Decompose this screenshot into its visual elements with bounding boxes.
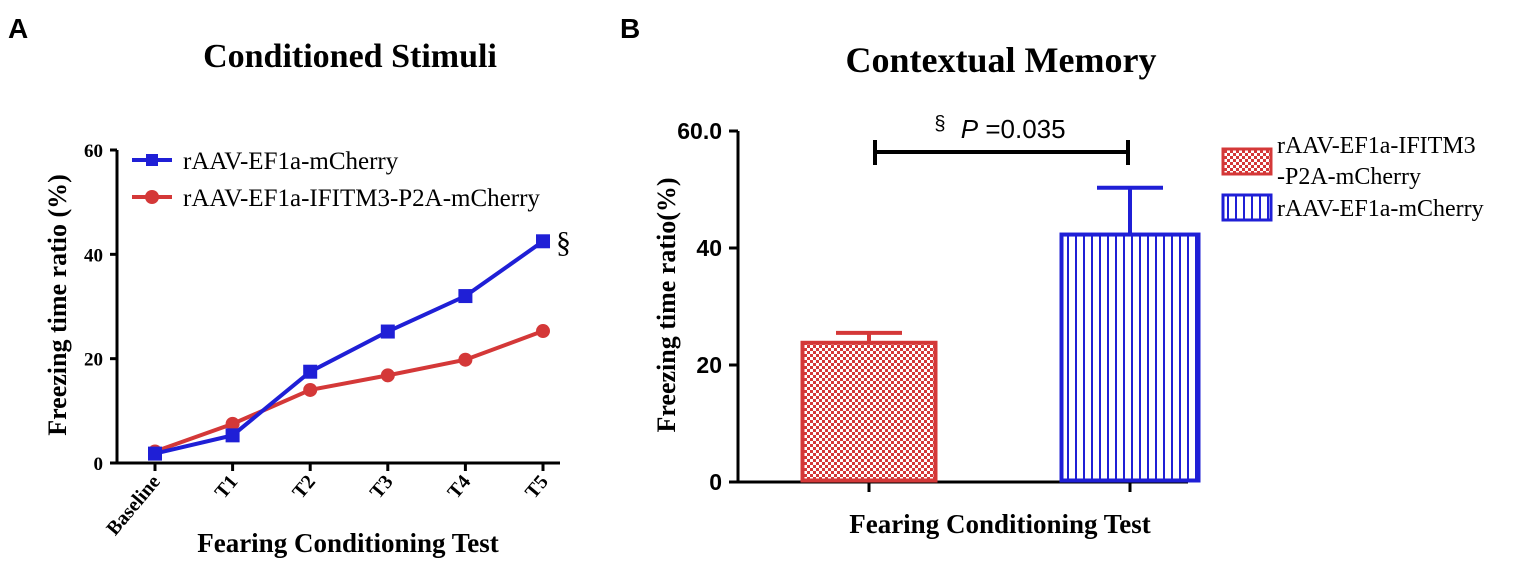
- significance-value: =0.035: [985, 114, 1065, 144]
- chart-a-x-label: Fearing Conditioning Test: [197, 528, 499, 558]
- legend-marker-circle: [145, 190, 159, 204]
- chart-a-x-tick-label: T2: [288, 471, 320, 503]
- legend-label-red: rAAV-EF1a-IFITM3-P2A-mCherry: [183, 185, 540, 212]
- legend-swatch-stripes: [1221, 193, 1273, 222]
- chart-b-y-tick-label: 20: [696, 352, 722, 378]
- chart-b-y-tick-label: 0: [709, 469, 722, 495]
- chart-b-y-label: Freezing time ratio(%): [652, 177, 681, 432]
- panel-a: A Conditioned Stimuli 0 20 40 60 Baseline T1…: [8, 13, 571, 558]
- data-point-red: [536, 324, 550, 339]
- panel-b-label: B: [620, 13, 640, 44]
- data-point-blue: [303, 364, 318, 379]
- data-point-blue: [380, 324, 395, 339]
- significance-p: P: [961, 114, 979, 144]
- chart-a-x-tick-label: T5: [521, 471, 553, 503]
- data-point-blue: [225, 428, 240, 443]
- data-point-red: [303, 382, 318, 397]
- chart-a-x-tick-label: T3: [366, 471, 398, 503]
- chart-a-x-tick-label: T1: [211, 471, 243, 503]
- chart-a-y-tick-label: 0: [94, 454, 104, 475]
- data-point-red: [458, 352, 473, 367]
- chart-b-y-tick-label: 60.0: [677, 118, 722, 144]
- legend-item-blue: rAAV-EF1a-mCherry: [132, 148, 399, 175]
- legend-item-stripes: rAAV-EF1a-mCherry: [1221, 193, 1484, 222]
- legend-marker-square: [146, 154, 158, 166]
- data-point-blue: [536, 234, 550, 249]
- chart-a-y-tick-label: 60: [84, 141, 103, 162]
- data-point-red: [380, 368, 395, 383]
- chart-a-y-tick-label: 40: [84, 245, 103, 266]
- data-point-blue: [148, 446, 162, 461]
- legend-label-blue: rAAV-EF1a-mCherry: [183, 148, 399, 175]
- chart-a-x-tick-label: T4: [443, 471, 475, 503]
- legend-item-red: rAAV-EF1a-IFITM3-P2A-mCherry: [132, 185, 540, 212]
- chart-a-y-tick-label: 20: [84, 350, 103, 371]
- significance-label: § P =0.035: [934, 106, 1065, 144]
- data-point-red: [225, 416, 240, 431]
- significance-symbol: §: [934, 113, 945, 135]
- chart-a-x-tick-label: Baseline: [102, 471, 165, 540]
- chart-b-legend: rAAV-EF1a-IFITM3 -P2A-mCherry rAAV-EF1a-…: [1221, 133, 1484, 222]
- legend-swatch-checker: [1221, 147, 1273, 176]
- panel-b: B Contextual Memory 0 20 40 60.0 Freezing t…: [620, 13, 1484, 539]
- chart-a-significance-mark: §: [556, 226, 571, 259]
- legend-label-checker-line2: -P2A-mCherry: [1277, 164, 1421, 190]
- legend-item-checker: rAAV-EF1a-IFITM3 -P2A-mCherry: [1221, 133, 1476, 190]
- chart-a-title: Conditioned Stimuli: [203, 38, 497, 75]
- panel-a-label: A: [8, 13, 28, 44]
- bar-ifitm3: [800, 340, 938, 483]
- legend-label-stripes: rAAV-EF1a-mCherry: [1277, 196, 1484, 222]
- legend-label-checker-line1: rAAV-EF1a-IFITM3: [1277, 133, 1476, 159]
- series-line-red: [154, 329, 544, 454]
- chart-a-legend: rAAV-EF1a-mCherry rAAV-EF1a-IFITM3-P2A-m…: [132, 148, 540, 212]
- chart-b-title: Contextual Memory: [846, 40, 1157, 80]
- chart-b-x-label: Fearing Conditioning Test: [849, 509, 1151, 539]
- series-line-blue: [154, 239, 545, 456]
- bar-mcherry: [1059, 232, 1201, 483]
- significance-bracket: § P =0.035: [873, 106, 1130, 165]
- chart-b-y-tick-label: 40: [696, 235, 722, 261]
- chart-a-y-label: Freezing time ratio (%): [43, 174, 72, 436]
- data-point-blue: [458, 289, 473, 304]
